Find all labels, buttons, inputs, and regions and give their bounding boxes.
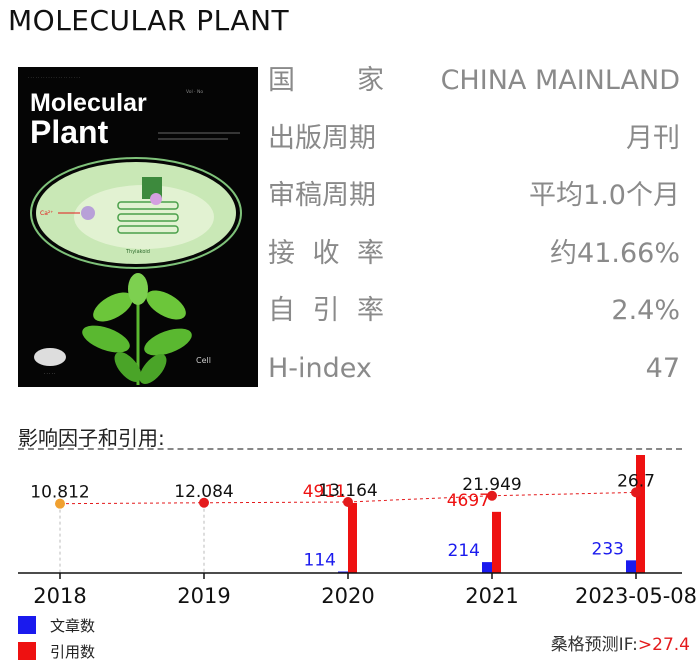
self-citation-rate-label-char: 引 bbox=[312, 295, 340, 326]
article-count-label: 214 bbox=[448, 541, 480, 561]
self-citation-rate-label-char: 率 bbox=[357, 295, 384, 326]
legend-swatch-citations bbox=[18, 642, 36, 660]
impact-factor-point bbox=[631, 487, 641, 498]
h-index-value: 47 bbox=[645, 352, 680, 384]
cover-masthead-line1: Molecular bbox=[30, 89, 147, 117]
impact-factor-citation-chart: 11421423349114697622010.81212.08413.1642… bbox=[18, 455, 697, 608]
info-row-h-index: H-index 47 bbox=[268, 340, 680, 398]
legend-item-citations: 引用数 bbox=[18, 638, 95, 664]
impact-factor-label: 10.812 bbox=[30, 483, 89, 503]
country-label-char: 国 bbox=[268, 65, 295, 96]
publication-cycle-value: 月刊 bbox=[626, 122, 680, 154]
if-prediction: 桑格预测IF:>27.4 bbox=[551, 630, 690, 655]
review-cycle-value: 平均1.0个月 bbox=[529, 180, 680, 211]
cover-illustration: · · · · · · · · · · · · · · · · · · · · … bbox=[18, 67, 258, 387]
section-divider bbox=[18, 448, 682, 450]
impact-factor-label: 26.7 bbox=[617, 471, 655, 491]
publication-cycle-label: 出版周期 bbox=[268, 122, 376, 154]
prediction-value: >27.4 bbox=[637, 635, 690, 655]
impact-factor-point bbox=[343, 497, 353, 508]
journal-info-table: 国 家 CHINA MAINLAND 出版周期 月刊 审稿周期 平均1.0个月 … bbox=[268, 52, 680, 397]
impact-factor-label: 13.164 bbox=[318, 481, 377, 501]
impact-factor-section-title: 影响因子和引用: bbox=[18, 426, 165, 450]
legend-swatch-articles bbox=[18, 616, 36, 634]
acceptance-rate-value: 约41.66% bbox=[550, 237, 680, 269]
impact-factor-label: 21.949 bbox=[462, 475, 521, 495]
x-axis-tick-label: 2020 bbox=[321, 584, 374, 608]
cover-masthead-line2: Plant bbox=[30, 114, 109, 150]
acceptance-rate-label-char: 收 bbox=[312, 237, 340, 269]
country-value: CHINA MAINLAND bbox=[440, 65, 680, 96]
info-row-publication-cycle: 出版周期 月刊 bbox=[268, 110, 680, 168]
x-axis-tick-label: 2021 bbox=[465, 584, 518, 608]
info-row-country: 国 家 CHINA MAINLAND bbox=[268, 52, 680, 110]
chart-legend: 文章数 引用数 bbox=[18, 612, 95, 664]
citation-count-label: 4697 bbox=[447, 491, 490, 511]
legend-label-articles: 文章数 bbox=[50, 616, 96, 635]
journal-cover-image: · · · · · · · · · · · · · · · · · · · · … bbox=[18, 67, 258, 387]
article-count-bar bbox=[626, 560, 636, 573]
svg-text:Ca²⁺: Ca²⁺ bbox=[40, 210, 53, 217]
citation-count-bar bbox=[348, 503, 357, 573]
legend-item-articles: 文章数 bbox=[18, 612, 95, 638]
h-index-label: H-index bbox=[268, 352, 372, 384]
x-axis-tick-label: 2018 bbox=[33, 584, 86, 608]
svg-text:· · · · · · · · · · · · · · ·: · · · · · · · · · · · · · · · · · · · · … bbox=[28, 75, 80, 80]
x-axis-tick-label: 2019 bbox=[177, 584, 230, 608]
acceptance-rate-label-char: 率 bbox=[357, 237, 384, 269]
citation-count-bar bbox=[636, 455, 645, 573]
acceptance-rate-label-char: 接 bbox=[268, 237, 295, 269]
impact-factor-point bbox=[487, 490, 497, 501]
article-count-bar bbox=[482, 562, 492, 573]
prediction-label: 桑格预测IF: bbox=[550, 635, 638, 655]
impact-factor-point bbox=[55, 498, 65, 509]
info-row-self-citation-rate: 自 引 率 2.4% bbox=[268, 282, 680, 340]
svg-text:Vol · No: Vol · No bbox=[186, 89, 203, 95]
article-count-label: 114 bbox=[304, 551, 336, 571]
info-row-acceptance-rate: 接 收 率 约41.66% bbox=[268, 225, 680, 283]
citation-count-label: 4911 bbox=[303, 482, 346, 502]
review-cycle-label: 审稿周期 bbox=[268, 180, 376, 211]
info-row-review-cycle: 审稿周期 平均1.0个月 bbox=[268, 167, 680, 225]
x-axis-tick-label: 2023-05-08 bbox=[575, 584, 697, 608]
citation-count-bar bbox=[492, 511, 501, 573]
self-citation-rate-value: 2.4% bbox=[611, 295, 680, 326]
country-label-char: 家 bbox=[357, 65, 384, 96]
country-label: 国 家 bbox=[268, 52, 384, 110]
acceptance-rate-label: 接 收 率 bbox=[268, 225, 384, 283]
impact-factor-label: 12.084 bbox=[174, 482, 233, 502]
legend-label-citations: 引用数 bbox=[50, 642, 96, 661]
impact-factor-point bbox=[199, 497, 209, 508]
svg-text:· · · · ·: · · · · · bbox=[44, 371, 55, 376]
journal-title: MOLECULAR PLANT bbox=[8, 4, 290, 37]
article-count-label: 233 bbox=[592, 539, 624, 559]
svg-text:Thylakoid: Thylakoid bbox=[125, 249, 150, 255]
svg-text:Cell: Cell bbox=[196, 356, 211, 365]
self-citation-rate-label-char: 自 bbox=[268, 295, 295, 326]
self-citation-rate-label: 自 引 率 bbox=[268, 282, 384, 340]
